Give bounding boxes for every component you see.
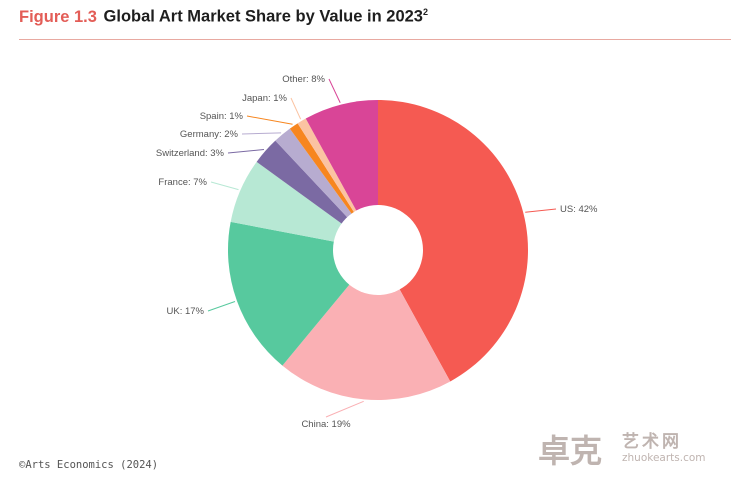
title-footnote-mark: 2	[422, 7, 428, 17]
label-germany: Germany: 2%	[180, 129, 239, 140]
label-japan: Japan: 1%	[242, 93, 287, 104]
label-switzerland: Switzerland: 3%	[156, 148, 225, 159]
label-us: US: 42%	[560, 204, 598, 215]
leader-line-france	[210, 181, 239, 191]
leader-line-japan	[290, 97, 302, 120]
watermark-text: 艺术网	[622, 432, 682, 452]
watermark-url: zhuokearts.com	[622, 452, 706, 464]
figure-label: Figure 1.3	[19, 7, 97, 26]
label-france: France: 7%	[158, 177, 207, 188]
chart-title: Figure 1.3 Global Art Market Share by Va…	[19, 7, 428, 27]
watermark-logo-text: 卓克	[538, 432, 602, 468]
slice-us	[378, 100, 528, 382]
label-china: China: 19%	[301, 419, 351, 430]
leader-line-china	[325, 400, 364, 418]
watermark: 卓克 艺术网 zhuokearts.com	[538, 432, 706, 468]
leader-line-germany	[241, 132, 282, 135]
leader-line-us	[525, 208, 557, 213]
title-divider	[19, 39, 731, 40]
slice-china	[282, 250, 451, 401]
labels-group: US: 42% China: 19% UK: 17% France: 7% Switze…	[156, 74, 598, 430]
title-text: Global Art Market Share by Value in 2023	[103, 7, 423, 26]
leader-line-spain	[246, 115, 293, 125]
leader-line-other	[328, 78, 341, 103]
leader-line-uk	[207, 301, 236, 312]
label-uk: UK: 17%	[167, 306, 205, 317]
label-other: Other: 8%	[282, 74, 325, 85]
label-spain: Spain: 1%	[200, 111, 244, 122]
leader-line-switzerland	[227, 148, 265, 154]
source-note: ©Arts Economics (2024)	[19, 459, 159, 471]
donut-hole	[333, 205, 423, 295]
watermark-logo: 卓克	[538, 432, 602, 468]
leader-lines-group	[207, 78, 557, 418]
